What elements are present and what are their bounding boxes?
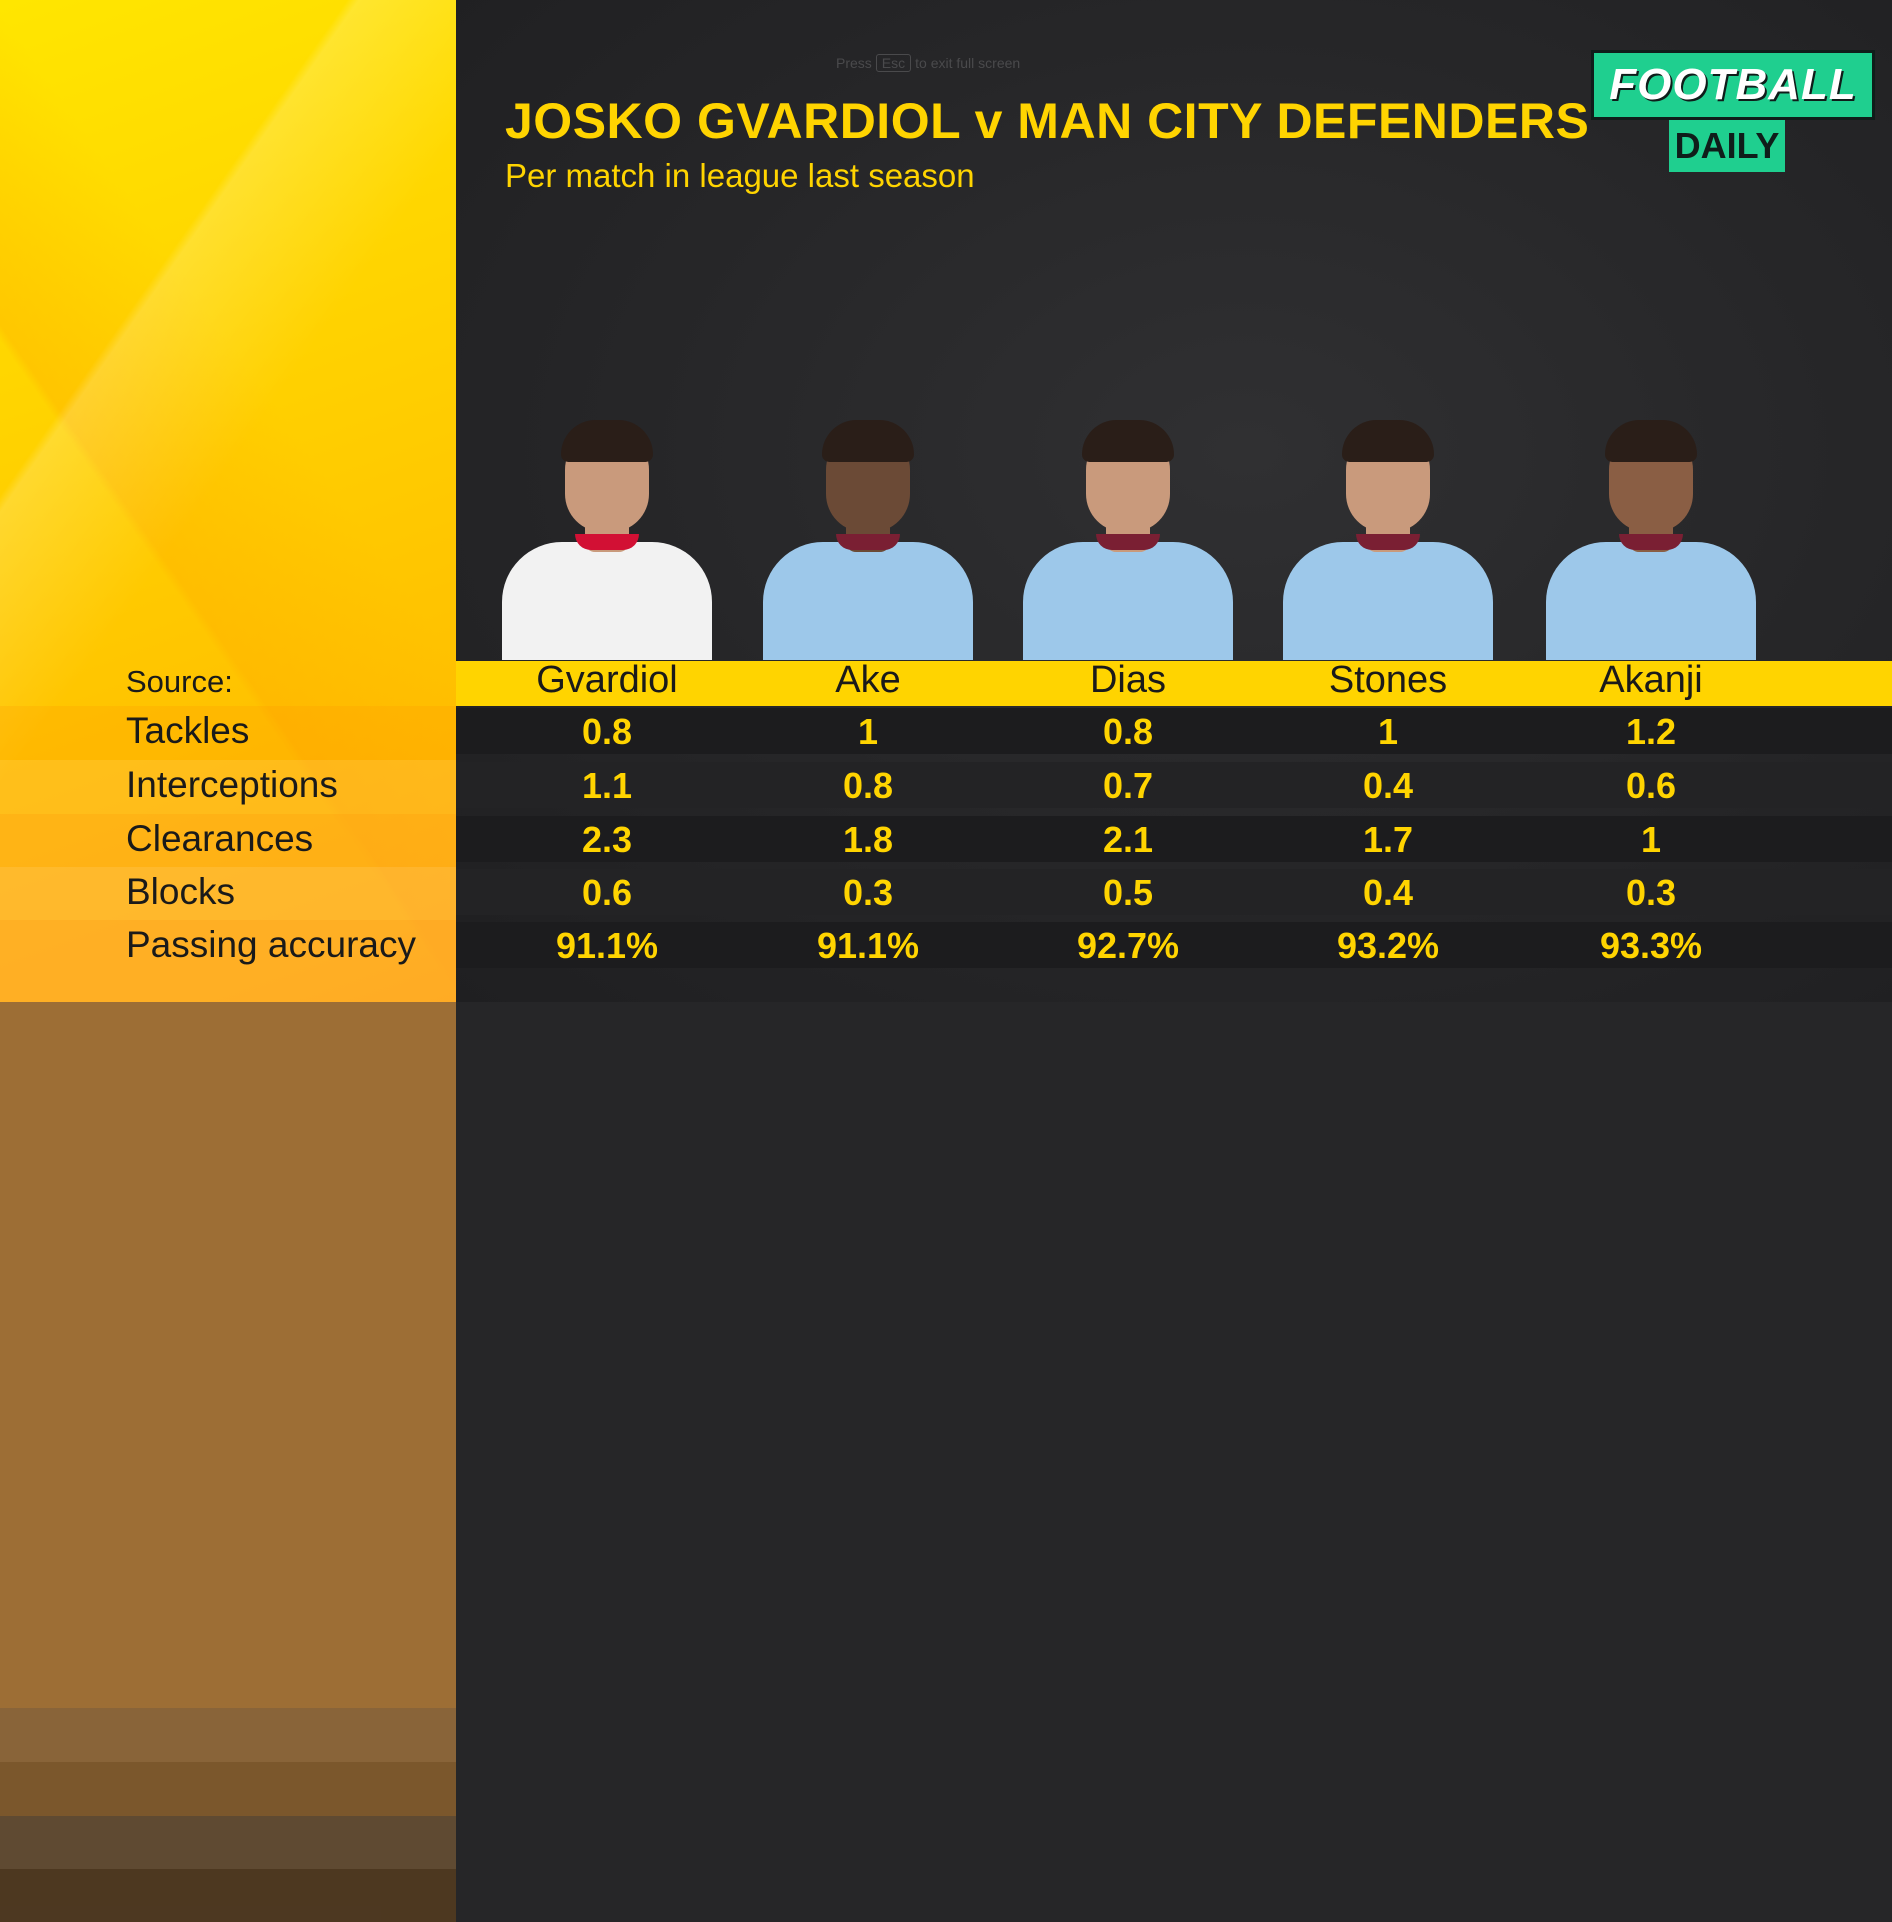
table-cell: 1.1 xyxy=(581,765,633,806)
table-cell: 0.3 xyxy=(842,872,894,913)
player-photos xyxy=(456,410,1892,660)
table-cell: 0.6 xyxy=(581,872,633,913)
player-hair xyxy=(1605,420,1697,462)
row-label-strip xyxy=(0,920,456,1922)
table-cell: 0.4 xyxy=(1362,872,1414,913)
hint-post: to exit full screen xyxy=(915,55,1021,71)
table-cell: 0.8 xyxy=(842,765,894,806)
table-cell: 93.2% xyxy=(1336,925,1440,966)
table-cell: 2.1 xyxy=(1102,819,1154,860)
row-label-interceptions: Interceptions xyxy=(126,764,338,805)
table-cell: 91.1% xyxy=(555,925,659,966)
player-photo-ake xyxy=(748,410,988,660)
left-accent-panel xyxy=(0,0,456,1002)
table-row xyxy=(456,869,1892,915)
table-header-band xyxy=(456,661,1892,706)
table-cell: 92.7% xyxy=(1076,925,1180,966)
row-label-tackles: Tackles xyxy=(126,710,250,751)
player-collar xyxy=(575,534,639,550)
player-photo-gvardiol xyxy=(487,410,727,660)
chart-title: JOSKO GVARDIOL v MAN CITY DEFENDERS xyxy=(505,93,1590,149)
player-shirt xyxy=(1546,542,1756,660)
table-cell: 1 xyxy=(1377,711,1399,752)
hint-pre: Press xyxy=(836,55,872,71)
table-cell: 1 xyxy=(1640,819,1662,860)
player-shirt xyxy=(502,542,712,660)
player-collar xyxy=(1619,534,1683,550)
table-cell: 0.8 xyxy=(1102,711,1154,752)
table-cell: 0.8 xyxy=(581,711,633,752)
player-hair xyxy=(822,420,914,462)
table-cell: 1 xyxy=(857,711,879,752)
row-label-clearances: Clearances xyxy=(126,818,314,859)
player-name-akanji: Akanji xyxy=(1599,659,1703,701)
player-name-stones: Stones xyxy=(1328,659,1448,701)
table-row xyxy=(456,816,1892,862)
table-cell: 0.7 xyxy=(1102,765,1154,806)
table-cell: 1.7 xyxy=(1362,819,1414,860)
player-collar xyxy=(836,534,900,550)
table-cell: 91.1% xyxy=(816,925,920,966)
player-photo-dias xyxy=(1008,410,1248,660)
chart-subtitle: Per match in league last season xyxy=(505,157,975,194)
player-collar xyxy=(1096,534,1160,550)
table-cell: 0.4 xyxy=(1362,765,1414,806)
logo-daily-text: DAILY xyxy=(1669,120,1785,172)
table-cell: 93.3% xyxy=(1599,925,1703,966)
player-name-dias: Dias xyxy=(1089,659,1167,701)
fullscreen-hint: Press Esc to exit full screen xyxy=(836,54,1020,72)
player-name-ake: Ake xyxy=(835,659,901,701)
player-hair xyxy=(1342,420,1434,462)
player-hair xyxy=(1082,420,1174,462)
football-daily-logo: FOOTBALL DAILY xyxy=(1591,50,1875,172)
player-photo-akanji xyxy=(1531,410,1771,660)
source-label: Source: xyxy=(126,664,233,699)
table-cell: 1.2 xyxy=(1625,711,1677,752)
table-row xyxy=(456,708,1892,754)
player-shirt xyxy=(763,542,973,660)
table-cell: 0.3 xyxy=(1625,872,1677,913)
table-cell: 0.6 xyxy=(1625,765,1677,806)
player-collar xyxy=(1356,534,1420,550)
row-label-blocks: Blocks xyxy=(126,871,235,912)
player-photo-stones xyxy=(1268,410,1508,660)
player-shirt xyxy=(1023,542,1233,660)
player-name-gvardiol: Gvardiol xyxy=(536,659,678,701)
logo-football-text: FOOTBALL xyxy=(1591,50,1875,120)
table-row xyxy=(456,762,1892,808)
row-label-passing-accuracy: Passing accuracy xyxy=(126,924,416,965)
player-shirt xyxy=(1283,542,1493,660)
table-cell: 1.8 xyxy=(842,819,894,860)
player-hair xyxy=(561,420,653,462)
table-cell: 2.3 xyxy=(581,819,633,860)
table-cell: 0.5 xyxy=(1102,872,1154,913)
table-row xyxy=(456,922,1892,968)
esc-key-badge: Esc xyxy=(875,54,912,72)
